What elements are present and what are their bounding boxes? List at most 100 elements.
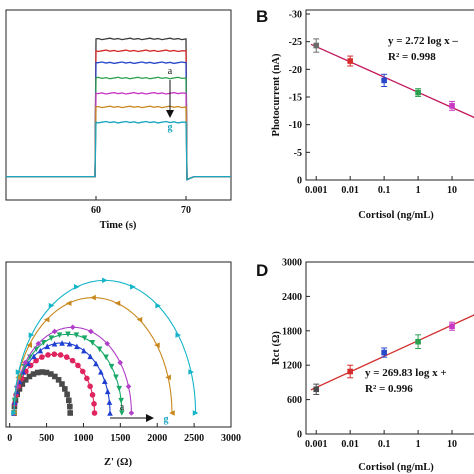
- panel-a-annotation-end: g: [168, 122, 173, 133]
- nyquist-marker: [65, 331, 71, 338]
- nyquist-marker: [33, 357, 39, 364]
- panel-b-y-tick-label: -5: [294, 148, 302, 159]
- nyquist-marker: [39, 369, 45, 375]
- nyquist-marker: [48, 371, 54, 377]
- nyquist-marker: [116, 385, 122, 392]
- transient-curve-d: [6, 76, 231, 181]
- nyquist-marker: [91, 410, 98, 416]
- panel-a-curves: [6, 37, 231, 181]
- panel-b-frame: [305, 9, 474, 181]
- nyquist-marker: [89, 392, 96, 398]
- panel-d-x-tick-label: 0.01: [341, 439, 359, 450]
- nyquist-marker: [48, 302, 55, 309]
- panel-d-r-squared: R² = 0.996: [365, 383, 413, 395]
- panel-c-annotation-arrowhead: [146, 414, 154, 422]
- nyquist-marker: [96, 346, 103, 353]
- panel-b-x-title: Cortisol (ng/mL): [358, 210, 434, 221]
- nyquist-marker: [63, 354, 70, 360]
- panel-b-data-point: [415, 89, 421, 96]
- panel-d-data-point: [313, 386, 320, 393]
- panel-a-x-ticks: 60 70: [91, 196, 191, 216]
- nyquist-marker: [114, 300, 121, 307]
- nyquist-marker: [169, 410, 175, 416]
- panel-d-data-point: [449, 323, 455, 330]
- nyquist-marker: [51, 340, 58, 347]
- panel-d-x-ticks: 0.001 0.01 0.1 1 10: [305, 430, 457, 450]
- panel-d-y-title: Rct (Ω): [271, 331, 282, 365]
- nyquist-marker: [98, 368, 104, 375]
- panel-d-y-tick-label: 1800: [282, 326, 302, 337]
- nyquist-marker: [34, 369, 41, 376]
- nyquist-marker: [11, 410, 17, 416]
- nyquist-marker: [22, 377, 29, 383]
- panel-a-x-title: Time (s): [100, 220, 137, 231]
- panel-a-annotation-arrowhead: [166, 110, 174, 118]
- panel-b-equation: y = 2.72 log x –: [388, 35, 458, 47]
- panel-b-data-point: [347, 58, 353, 64]
- nyquist-marker: [26, 373, 33, 380]
- nyquist-marker: [128, 410, 135, 416]
- nyquist-marker: [188, 369, 194, 375]
- panel-b-y-tick-label: -10: [289, 120, 302, 131]
- nyquist-marker: [102, 277, 108, 284]
- nyquist-marker: [90, 294, 96, 301]
- nyquist-marker: [117, 359, 124, 366]
- panel-b-y-tick-label: -30: [289, 10, 302, 21]
- nyquist-marker: [113, 374, 119, 381]
- nyquist-marker: [165, 374, 171, 381]
- nyquist-marker: [91, 401, 97, 407]
- nyquist-marker: [37, 347, 44, 354]
- panel-a-annotation-start: a: [168, 66, 173, 77]
- panel-b-y-ticks: 0 -5 -10 -15 -20 -25 -30: [289, 10, 310, 187]
- nyquist-marker: [51, 351, 58, 358]
- panel-b-points: [313, 38, 456, 111]
- panel-b-r-squared: R² = 0.998: [388, 51, 436, 63]
- panel-c-x-tick-label: 0: [7, 433, 12, 444]
- panel-b-x-tick-label: 1: [416, 185, 421, 196]
- nyquist-marker: [48, 335, 55, 341]
- transient-curve-c: [6, 61, 231, 181]
- panel-d-data-point: [415, 338, 421, 345]
- nyquist-marker: [119, 410, 125, 416]
- nyquist-marker: [64, 391, 70, 398]
- nyquist-marker: [30, 371, 37, 377]
- nyquist-marker: [65, 300, 72, 307]
- nyquist-marker: [108, 363, 115, 370]
- nyquist-marker: [43, 316, 50, 323]
- panel-b-x-tick-label: 0.1: [378, 185, 391, 196]
- panel-d: D 0 600 1200 1800 2400 3000 0.001 0.01 0.1 1 10 R…: [256, 258, 474, 473]
- nyquist-marker: [55, 377, 62, 383]
- nyquist-marker: [66, 340, 73, 347]
- panel-b-y-title: Photocurrent (nA): [271, 53, 282, 136]
- nyquist-marker: [84, 375, 90, 382]
- transient-curve-g: [6, 120, 231, 181]
- nyquist-marker: [73, 332, 80, 339]
- nyquist-marker: [62, 386, 68, 392]
- nyquist-marker: [136, 316, 143, 323]
- panel-b-data-point: [381, 77, 387, 84]
- nyquist-marker: [175, 332, 182, 338]
- nyquist-marker: [101, 378, 108, 384]
- panel-b-x-tick-label: 10: [447, 185, 457, 196]
- panel-d-x-title: Cortisol (ng/mL): [358, 462, 434, 473]
- nyquist-marker: [59, 340, 65, 346]
- nyquist-marker: [45, 352, 51, 358]
- nyquist-marker: [28, 332, 35, 338]
- panel-c-x-tick-label: 3000: [221, 433, 241, 444]
- panel-a-x-tick-label: 70: [181, 205, 191, 216]
- nyquist-marker: [74, 284, 80, 290]
- panel-d-data-point: [347, 368, 353, 375]
- transient-curve-a: [6, 37, 231, 181]
- panel-b-letter: B: [256, 7, 268, 26]
- panel-d-points: [313, 321, 456, 395]
- panel-c-x-tick-label: 2500: [184, 433, 204, 444]
- nyquist-marker: [35, 340, 42, 347]
- nyquist-marker: [19, 381, 26, 387]
- nyquist-marker: [51, 328, 58, 335]
- panel-d-y-tick-label: 1200: [282, 361, 302, 372]
- panel-c: 0 500 1000 1500 2000 2500 3000 Z' (Ω) a g: [5, 261, 241, 468]
- nyquist-marker: [93, 360, 99, 367]
- nyquist-marker: [81, 335, 88, 341]
